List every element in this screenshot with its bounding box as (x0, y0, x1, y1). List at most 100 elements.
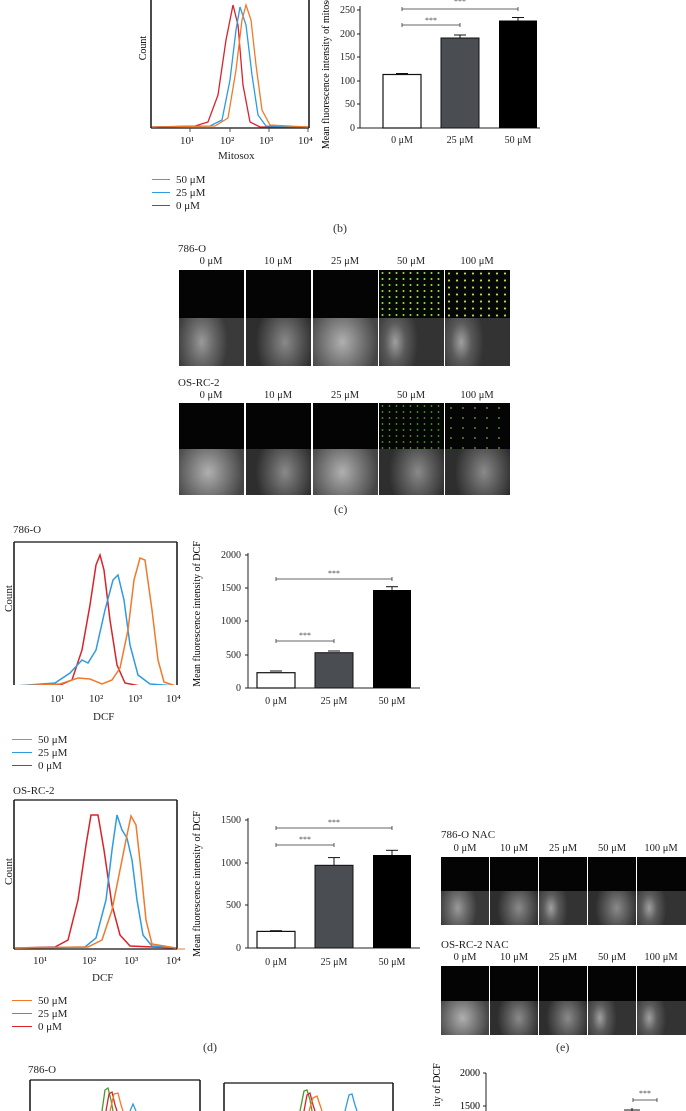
dose-label: 100 μM (460, 390, 494, 401)
svg-text:2000: 2000 (460, 1068, 480, 1079)
micrograph-786o-50 (379, 270, 444, 366)
caption-d: (d) (203, 1040, 217, 1054)
micrograph-osrc2-nac-0 (441, 966, 489, 1035)
caption-c: (c) (334, 502, 348, 516)
svg-text:0: 0 (350, 123, 355, 134)
svg-text:***: *** (328, 818, 340, 827)
micrograph-786o-nac-100 (637, 857, 686, 925)
svg-text:1500: 1500 (460, 1101, 480, 1111)
dose-label: 50 μM (597, 843, 627, 854)
bar-25uM (440, 37, 480, 129)
svg-text:500: 500 (226, 900, 241, 911)
x-tick: 10¹ (50, 693, 65, 705)
dose-label: 25 μM (548, 952, 578, 963)
micrograph-osrc2-nac-100 (637, 966, 686, 1035)
x-tick: 10² (89, 693, 104, 705)
svg-text:Mean fluorescence intensity of: Mean fluorescence intensity of DCF (192, 541, 203, 687)
micrograph-786o-nac-10 (490, 857, 538, 925)
svg-text:250: 250 (340, 5, 355, 16)
dose-label: 10 μM (499, 843, 529, 854)
svg-text:500: 500 (226, 650, 241, 661)
x-tick: 10⁴ (166, 955, 181, 967)
dose-label: 0 μM (453, 952, 477, 963)
x-axis-label: DCF (92, 972, 114, 984)
x-axis-label: Mitosox (218, 150, 255, 162)
x-tick: 10¹ (33, 955, 48, 967)
micrograph-786o-nac-50 (588, 857, 636, 925)
dose-label: 25 μM (548, 843, 578, 854)
legend-swatch-0 (152, 204, 170, 207)
caption-b: (b) (333, 221, 347, 235)
y-axis-label: Count (3, 585, 15, 612)
mitosox-bar-chart: 250 200 150 100 50 0 Mean fluorescence i… (321, 0, 540, 149)
svg-text:***: *** (299, 835, 311, 844)
micrograph-osrc2-50 (379, 403, 444, 495)
svg-text:0: 0 (236, 683, 241, 694)
dose-label: 50 μM (597, 952, 627, 963)
caption-e: (e) (556, 1040, 570, 1054)
svg-text:50 μM: 50 μM (379, 696, 406, 707)
legend-swatch-50 (12, 999, 32, 1002)
bar-50uM (499, 20, 537, 128)
svg-text:***: *** (328, 569, 340, 578)
legend-swatch-0 (12, 764, 32, 767)
svg-text:25 μM: 25 μM (321, 696, 348, 707)
micrograph-786o-100 (445, 270, 510, 366)
x-tick: 10⁴ (166, 693, 181, 705)
legend: 50 μM 25 μM 0 μM (12, 994, 67, 1033)
svg-text:25 μM: 25 μM (321, 957, 348, 968)
svg-text:1000: 1000 (221, 616, 241, 627)
x-tick: 10³ (124, 955, 139, 967)
svg-text:150: 150 (340, 52, 355, 63)
micrograph-786o-nac-0 (441, 857, 489, 925)
dose-label: 0 μM (199, 390, 223, 401)
dcf-histogram-786o (13, 541, 178, 685)
cell-line-label: 786-O (28, 1064, 57, 1076)
legend-swatch-0 (12, 1025, 32, 1028)
svg-text:25 μM: 25 μM (447, 135, 474, 146)
x-tick: 10³ (128, 693, 143, 705)
svg-text:0: 0 (236, 943, 241, 954)
dose-label: 10 μM (499, 952, 529, 963)
dose-label: 50 μM (396, 390, 426, 401)
x-tick-3: 10³ (259, 135, 274, 147)
micrograph-osrc2-nac-25 (539, 966, 587, 1035)
svg-text:***: *** (454, 0, 466, 6)
cell-line-label: 786-O NAC (441, 829, 496, 841)
svg-text:***: *** (639, 1089, 651, 1098)
svg-text:***: *** (299, 631, 311, 640)
svg-text:Mean fluorescence intensity of: Mean fluorescence intensity of mitosox (321, 0, 332, 149)
mitosox-histogram: Count (138, 0, 310, 132)
svg-text:200: 200 (340, 29, 355, 40)
dcf-histogram-osrc2 (13, 799, 185, 950)
legend-swatch-25 (12, 1012, 32, 1015)
x-tick-2: 10² (220, 135, 235, 147)
x-axis-label: DCF (93, 711, 115, 723)
dcf-bar-chart-osrc2: 1500 1000 500 0 Mean fluorescence intens… (192, 811, 420, 968)
legend: 50 μM 25 μM 0 μM (152, 173, 205, 212)
micrograph-osrc2-100 (445, 403, 510, 495)
svg-text:0 μM: 0 μM (265, 696, 287, 707)
cell-line-label: 786-O (13, 524, 42, 536)
dose-label: 0 μM (453, 843, 477, 854)
micrograph-786o-10 (246, 270, 311, 366)
legend: 50 μM 25 μM 0 μM (12, 733, 67, 772)
cell-line-label: 786-O (178, 243, 207, 255)
svg-text:1000: 1000 (221, 858, 241, 869)
svg-text:2000: 2000 (221, 550, 241, 561)
cell-line-label: OS-RC-2 NAC (441, 939, 509, 951)
x-tick-1: 10¹ (180, 135, 195, 147)
micrograph-786o-0 (179, 270, 244, 366)
legend-swatch-25 (152, 191, 170, 194)
dose-label: 25 μM (330, 256, 360, 267)
svg-text:50 μM: 50 μM (379, 957, 406, 968)
svg-text:100: 100 (340, 76, 355, 87)
svg-text:0 μM: 0 μM (265, 957, 287, 968)
svg-text:1500: 1500 (221, 583, 241, 594)
partial-histograms (29, 1079, 394, 1111)
svg-text:***: *** (425, 16, 437, 25)
micrograph-osrc2-0 (179, 403, 244, 495)
dose-label: 100 μM (644, 952, 678, 963)
legend-swatch-25 (12, 751, 32, 754)
dose-label: 10 μM (263, 256, 293, 267)
